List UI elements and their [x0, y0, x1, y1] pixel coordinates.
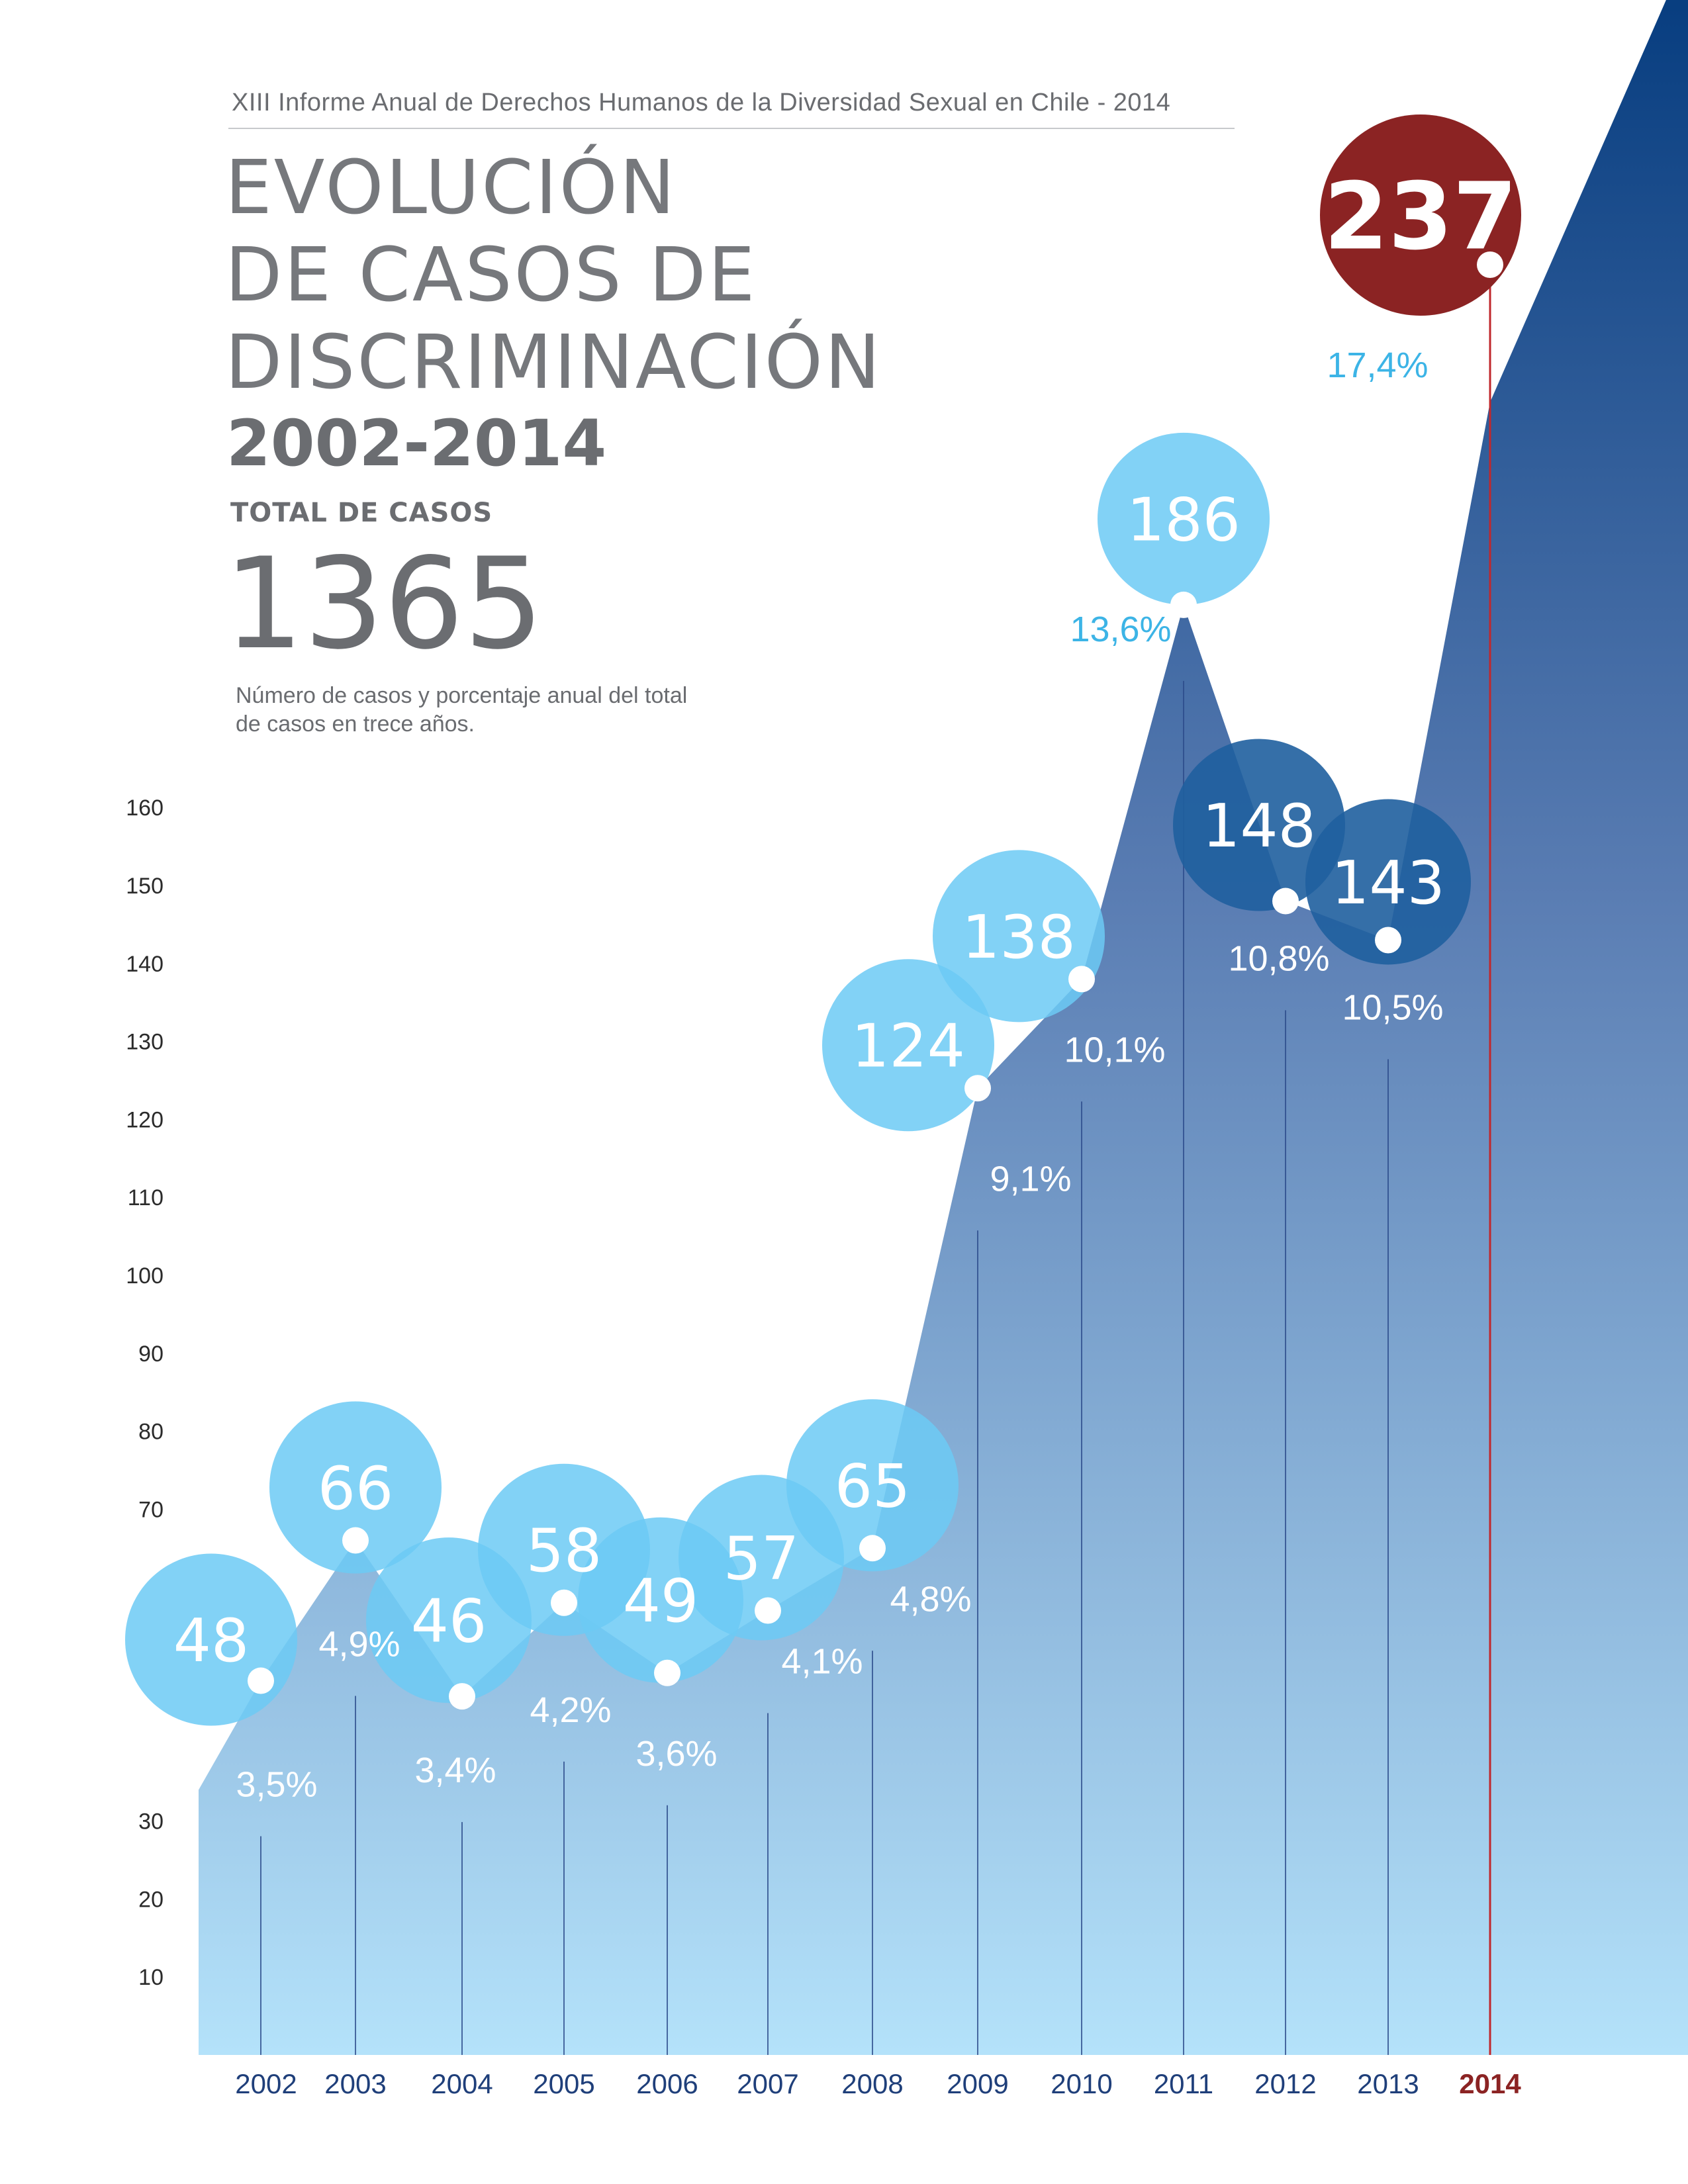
- data-point: [342, 1527, 369, 1554]
- x-tick-label: 2005: [533, 2068, 594, 2099]
- x-tick-label: 2011: [1154, 2068, 1213, 2099]
- header-divider: [228, 128, 1235, 129]
- percent-label: 9,1%: [990, 1159, 1071, 1199]
- value-bubble: [1173, 739, 1345, 911]
- percent-label: 3,4%: [414, 1751, 496, 1790]
- x-tick-label: 2004: [431, 2068, 492, 2099]
- percent-label: 10,8%: [1228, 939, 1329, 979]
- value-bubble: [1320, 114, 1521, 316]
- y-tick-label: 160: [126, 796, 164, 821]
- percent-label: 13,6%: [1070, 610, 1171, 649]
- data-point: [1068, 966, 1095, 993]
- data-point: [755, 1597, 781, 1624]
- y-tick-label: 140: [126, 952, 164, 977]
- x-tick-label: 2007: [737, 2068, 798, 2099]
- value-label: 148: [1202, 792, 1316, 861]
- x-tick-label: 2009: [947, 2068, 1008, 2099]
- value-label: 186: [1127, 485, 1241, 555]
- area-fill: [199, 0, 1688, 2055]
- total-value: 1365: [224, 531, 544, 677]
- data-point: [1477, 251, 1503, 278]
- report-subtitle: XIII Informe Anual de Derechos Humanos d…: [232, 89, 1171, 116]
- value-bubble: [822, 959, 994, 1132]
- percent-label: 17,4%: [1327, 345, 1428, 385]
- data-point: [449, 1683, 475, 1710]
- chart-description: Número de casos y porcentaje anual del t…: [236, 683, 688, 737]
- data-point: [1170, 591, 1197, 618]
- percent-label: 4,1%: [781, 1642, 863, 1682]
- x-tick-label: 2010: [1051, 2068, 1112, 2099]
- y-tick-label: 100: [126, 1263, 164, 1289]
- x-tick-label: 2013: [1357, 2068, 1419, 2099]
- value-bubble: [786, 1399, 959, 1572]
- value-label: 237: [1324, 163, 1517, 271]
- data-point: [248, 1667, 274, 1694]
- value-label: 143: [1331, 848, 1445, 918]
- value-label: 66: [318, 1454, 394, 1524]
- y-tick-label: 20: [138, 1887, 164, 1912]
- percent-label: 10,1%: [1064, 1030, 1165, 1069]
- data-point: [1375, 927, 1401, 954]
- y-tick-label: 110: [128, 1185, 164, 1210]
- data-point: [551, 1589, 577, 1616]
- y-tick-label: 30: [138, 1809, 164, 1835]
- value-label: 57: [724, 1524, 800, 1594]
- data-point: [654, 1659, 680, 1686]
- data-point: [1272, 887, 1299, 915]
- years-range: 2002-2014: [226, 406, 607, 480]
- title-line-3: DISCRIMINACIÓN: [225, 320, 882, 406]
- value-label: 49: [623, 1567, 699, 1636]
- percent-label: 10,5%: [1342, 987, 1443, 1027]
- percent-label: 4,8%: [890, 1579, 971, 1619]
- value-label: 58: [526, 1516, 602, 1586]
- x-tick-label: 2014: [1459, 2068, 1521, 2099]
- title-line-1: EVOLUCIÓN: [225, 145, 677, 231]
- y-tick-label: 70: [138, 1497, 164, 1522]
- value-label: 46: [411, 1587, 487, 1657]
- percent-label: 4,9%: [318, 1625, 400, 1664]
- percent-label: 3,5%: [236, 1765, 317, 1805]
- x-tick-label: 2003: [324, 2068, 386, 2099]
- title-line-2: DE CASOS DE: [225, 232, 757, 318]
- value-bubble: [933, 850, 1105, 1023]
- data-point: [859, 1535, 886, 1562]
- y-tick-label: 150: [126, 874, 164, 899]
- y-tick-label: 120: [126, 1107, 164, 1132]
- value-bubble: [1098, 432, 1270, 605]
- x-tick-label: 2002: [235, 2068, 297, 2099]
- y-tick-label: 130: [126, 1030, 164, 1055]
- percent-label: 3,6%: [635, 1734, 717, 1774]
- data-point: [964, 1075, 991, 1102]
- value-label: 48: [173, 1606, 250, 1676]
- x-tick-label: 2012: [1254, 2068, 1316, 2099]
- value-bubble: [269, 1401, 442, 1574]
- value-label: 124: [851, 1012, 965, 1081]
- y-tick-label: 80: [138, 1420, 164, 1445]
- total-label: TOTAL DE CASOS: [230, 498, 493, 528]
- percent-label: 4,2%: [530, 1690, 611, 1730]
- value-label: 65: [835, 1452, 911, 1522]
- value-bubble: [1305, 799, 1471, 965]
- y-tick-label: 90: [138, 1342, 164, 1367]
- y-tick-label: 10: [138, 1965, 164, 1990]
- value-label: 138: [962, 903, 1076, 972]
- x-tick-label: 2006: [636, 2068, 698, 2099]
- x-tick-label: 2008: [841, 2068, 903, 2099]
